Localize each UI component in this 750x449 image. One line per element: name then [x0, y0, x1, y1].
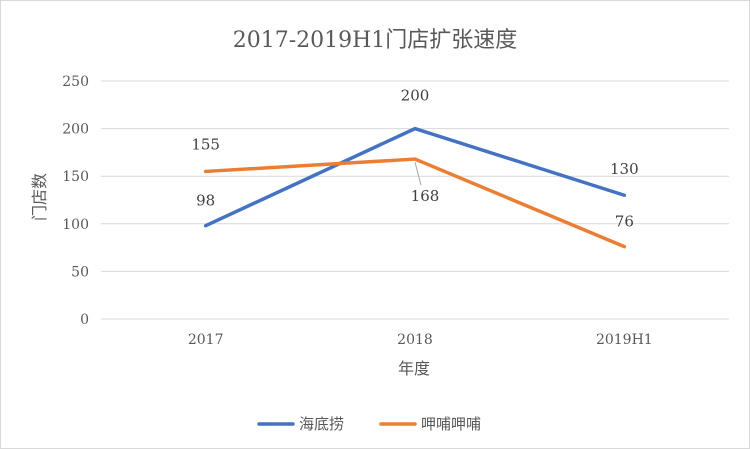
data-label: 155	[191, 135, 220, 153]
legend: 海底捞 呷哺呷哺	[257, 415, 481, 433]
x-tick-label: 2017	[188, 332, 224, 348]
legend-label: 呷哺呷哺	[421, 415, 481, 433]
data-label: 200	[401, 87, 430, 105]
y-tick-label: 50	[71, 264, 89, 280]
x-tick-label: 2019H1	[596, 332, 653, 348]
series-line-0	[203, 126, 627, 228]
data-label: 130	[610, 160, 639, 178]
chart-title: 2017-2019H1门店扩张速度	[233, 28, 518, 53]
y-axis-label: 门店数	[30, 173, 49, 221]
y-tick-label: 100	[62, 217, 89, 233]
series-line-1	[203, 157, 627, 249]
x-axis-label: 年度	[398, 359, 430, 378]
y-tick-label: 150	[62, 169, 89, 185]
x-axis-ticks: 2017 2018 2019H1	[188, 332, 653, 348]
series-lines	[203, 126, 627, 249]
data-label-leader	[414, 161, 422, 186]
data-label: 98	[196, 192, 215, 210]
x-tick-label: 2018	[397, 332, 433, 348]
y-tick-label: 250	[62, 74, 89, 90]
y-axis-ticks: 0 50 100 150 200 250	[62, 74, 89, 328]
y-tick-label: 200	[62, 122, 89, 138]
data-label: 168	[411, 187, 440, 205]
legend-label: 海底捞	[299, 415, 344, 433]
data-label: 76	[615, 213, 634, 231]
y-tick-label: 0	[80, 312, 89, 328]
data-labels: 98 200 130 155 168 76	[191, 87, 638, 231]
